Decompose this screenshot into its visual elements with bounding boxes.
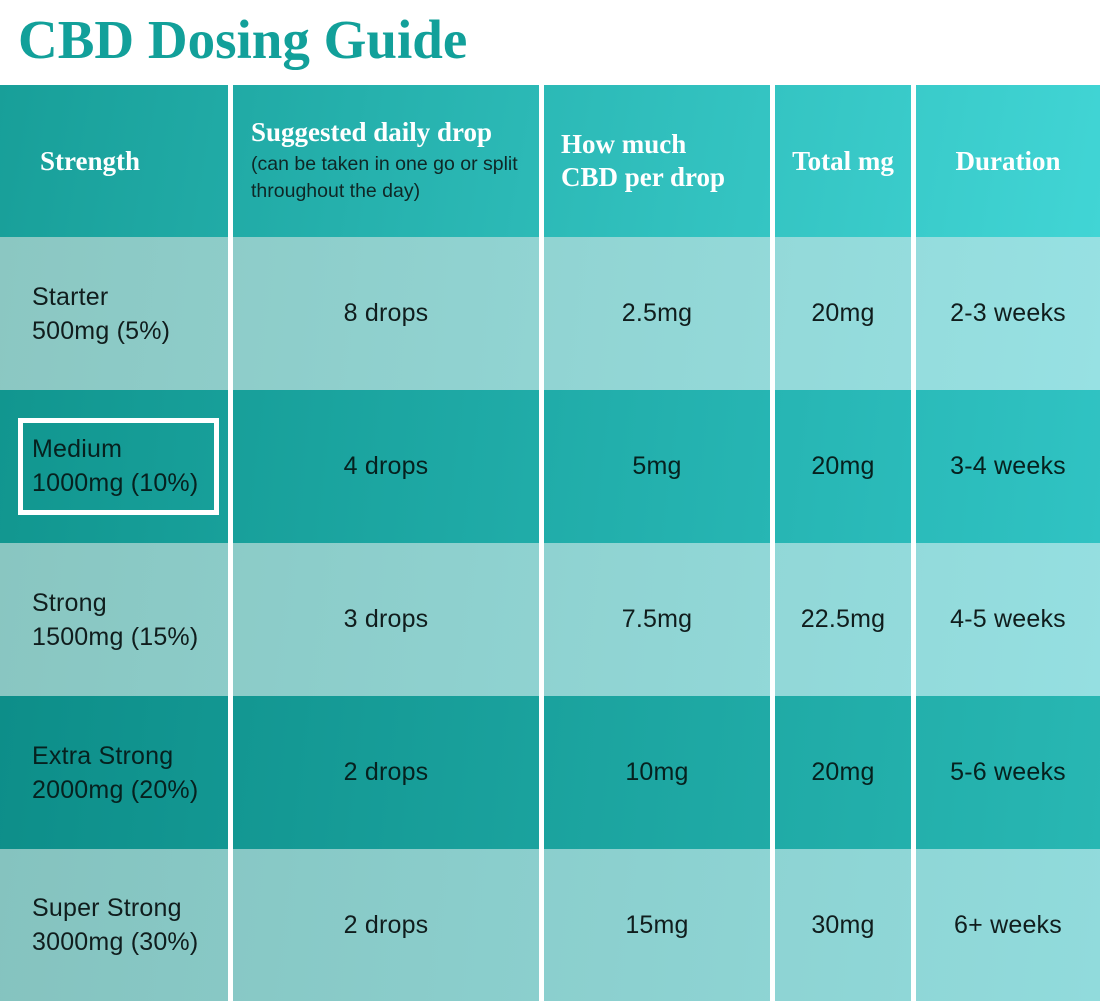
header-strength-label: Strength (40, 145, 141, 176)
cbd-per-drop-cell: 7.5mg (539, 543, 770, 696)
table-row-super-strong: Super Strong 3000mg (30%) 2 drops 15mg 3… (0, 849, 1100, 1001)
strength-detail: 1500mg (15%) (32, 622, 199, 651)
drops-cell: 4 drops (228, 390, 539, 543)
cbd-per-drop-cell: 10mg (539, 696, 770, 849)
drops-cell: 3 drops (228, 543, 539, 696)
duration-cell: 2-3 weeks (911, 237, 1100, 390)
duration-cell: 5-6 weeks (911, 696, 1100, 849)
total-mg-cell: 20mg (770, 696, 911, 849)
drops-cell: 8 drops (228, 237, 539, 390)
strength-text: Medium 1000mg (10%) (32, 432, 198, 500)
table-row-strong: Strong 1500mg (15%) 3 drops 7.5mg 22.5mg… (0, 543, 1100, 696)
total-mg-cell: 30mg (770, 849, 911, 1001)
duration-cell: 6+ weeks (911, 849, 1100, 1001)
strength-detail: 500mg (5%) (32, 316, 171, 345)
duration-cell: 4-5 weeks (911, 543, 1100, 696)
strength-text: Strong 1500mg (15%) (32, 586, 198, 654)
header-suggested-daily-drop-note: (can be taken in one go or split through… (251, 153, 518, 203)
header-duration-label: Duration (955, 145, 1061, 176)
header-duration: Duration (911, 85, 1100, 237)
table-row-extra-strong: Extra Strong 2000mg (20%) 2 drops 10mg 2… (0, 696, 1100, 849)
strength-cell: Extra Strong 2000mg (20%) (0, 696, 228, 849)
title-bar: CBD Dosing Guide (0, 0, 1100, 85)
cbd-per-drop-cell: 5mg (539, 390, 770, 543)
strength-text: Extra Strong 2000mg (20%) (32, 739, 198, 807)
table-row-medium: Medium 1000mg (10%) 4 drops 5mg 20mg 3-4… (0, 390, 1100, 543)
duration-cell: 3-4 weeks (911, 390, 1100, 543)
drops-cell: 2 drops (228, 849, 539, 1001)
strength-cell: Starter 500mg (5%) (0, 237, 228, 390)
dosing-table: Strength Suggested daily drop (can be ta… (0, 85, 1100, 1001)
strength-cell: Strong 1500mg (15%) (0, 543, 228, 696)
table-header-row: Strength Suggested daily drop (can be ta… (0, 85, 1100, 237)
strength-name: Super Strong (32, 894, 182, 922)
page-title: CBD Dosing Guide (18, 9, 468, 70)
table-row-starter: Starter 500mg (5%) 8 drops 2.5mg 20mg 2-… (0, 237, 1100, 390)
strength-text: Super Strong 3000mg (30%) (32, 891, 198, 959)
strength-cell: Super Strong 3000mg (30%) (0, 849, 228, 1001)
total-mg-cell: 20mg (770, 237, 911, 390)
strength-name: Medium (32, 435, 123, 463)
strength-detail: 1000mg (10%) (32, 469, 199, 497)
total-mg-cell: 20mg (770, 390, 911, 543)
header-total-mg-label: Total mg (792, 145, 894, 176)
header-total-mg: Total mg (770, 85, 911, 237)
strength-cell: Medium 1000mg (10%) (0, 390, 228, 543)
header-strength: Strength (0, 85, 228, 237)
strength-text: Starter 500mg (5%) (32, 280, 170, 348)
cbd-per-drop-cell: 15mg (539, 849, 770, 1001)
strength-detail: 2000mg (20%) (32, 775, 199, 804)
header-suggested-daily-drop: Suggested daily drop (can be taken in on… (228, 85, 539, 237)
highlight-box: Medium 1000mg (10%) (18, 418, 220, 515)
strength-name: Starter (32, 282, 109, 311)
strength-name: Extra Strong (32, 741, 174, 770)
drops-cell: 2 drops (228, 696, 539, 849)
total-mg-cell: 22.5mg (770, 543, 911, 696)
header-suggested-daily-drop-label: Suggested daily drop (251, 117, 493, 148)
strength-name: Strong (32, 588, 107, 617)
header-cbd-per-drop: How much CBD per drop (539, 85, 770, 237)
header-cbd-per-drop-label: How much CBD per drop (561, 129, 726, 192)
cbd-per-drop-cell: 2.5mg (539, 237, 770, 390)
strength-detail: 3000mg (30%) (32, 928, 199, 956)
